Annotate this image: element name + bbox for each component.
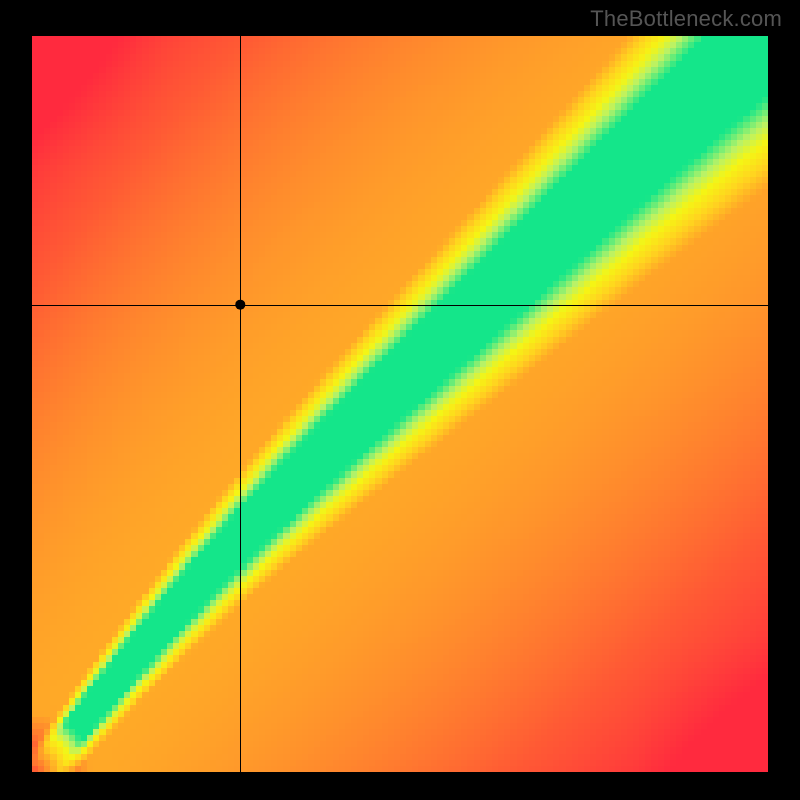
watermark-text: TheBottleneck.com xyxy=(590,6,782,32)
bottleneck-heatmap xyxy=(32,36,768,772)
chart-frame: TheBottleneck.com xyxy=(0,0,800,800)
